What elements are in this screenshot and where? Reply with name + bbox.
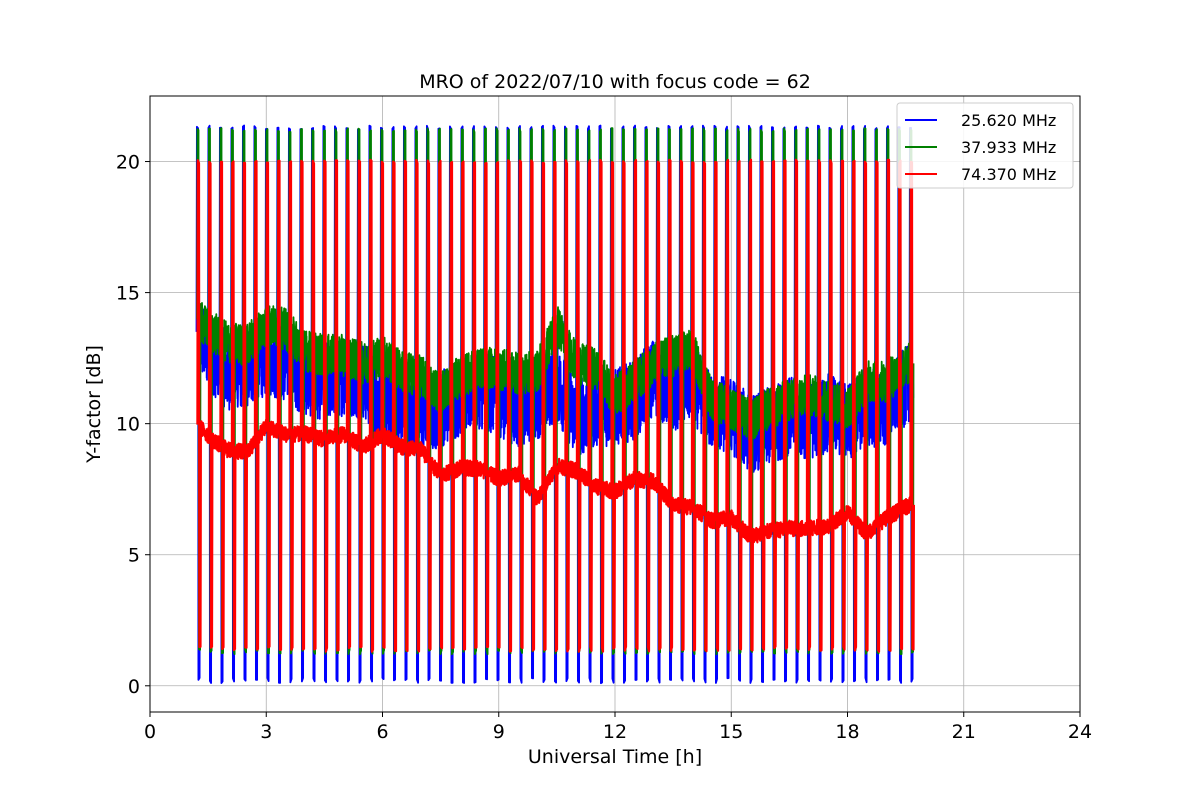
legend-label: 25.620 MHz <box>961 111 1056 130</box>
x-tick-label: 12 <box>603 721 627 743</box>
series-line-3 <box>196 158 915 653</box>
y-tick-label: 5 <box>128 545 140 567</box>
x-tick-label: 18 <box>835 721 859 743</box>
y-axis-label: Y-factor [dB] <box>83 345 105 464</box>
legend: 25.620 MHz 37.933 MHz 74.370 MHz <box>896 102 1074 189</box>
x-tick-label: 21 <box>952 721 976 743</box>
x-tick-label: 15 <box>719 721 743 743</box>
legend-label: 37.933 MHz <box>961 138 1056 157</box>
axis-ticks: 0 3 6 9 12 15 18 21 24 0 5 10 15 20 <box>116 152 1092 743</box>
x-tick-label: 3 <box>260 721 272 743</box>
x-tick-label: 0 <box>144 721 156 743</box>
legend-box <box>896 102 1074 189</box>
x-tick-label: 6 <box>376 721 388 743</box>
y-tick-label: 15 <box>116 283 140 305</box>
plot-data <box>195 124 915 685</box>
y-tick-label: 20 <box>116 152 140 174</box>
chart-title: MRO of 2022/07/10 with focus code = 62 <box>419 71 811 93</box>
x-tick-label: 24 <box>1068 721 1092 743</box>
legend-label: 74.370 MHz <box>961 165 1056 184</box>
y-tick-label: 0 <box>128 676 140 698</box>
x-axis-label: Universal Time [h] <box>528 746 702 768</box>
x-tick-label: 9 <box>493 721 505 743</box>
y-tick-label: 10 <box>116 414 140 436</box>
